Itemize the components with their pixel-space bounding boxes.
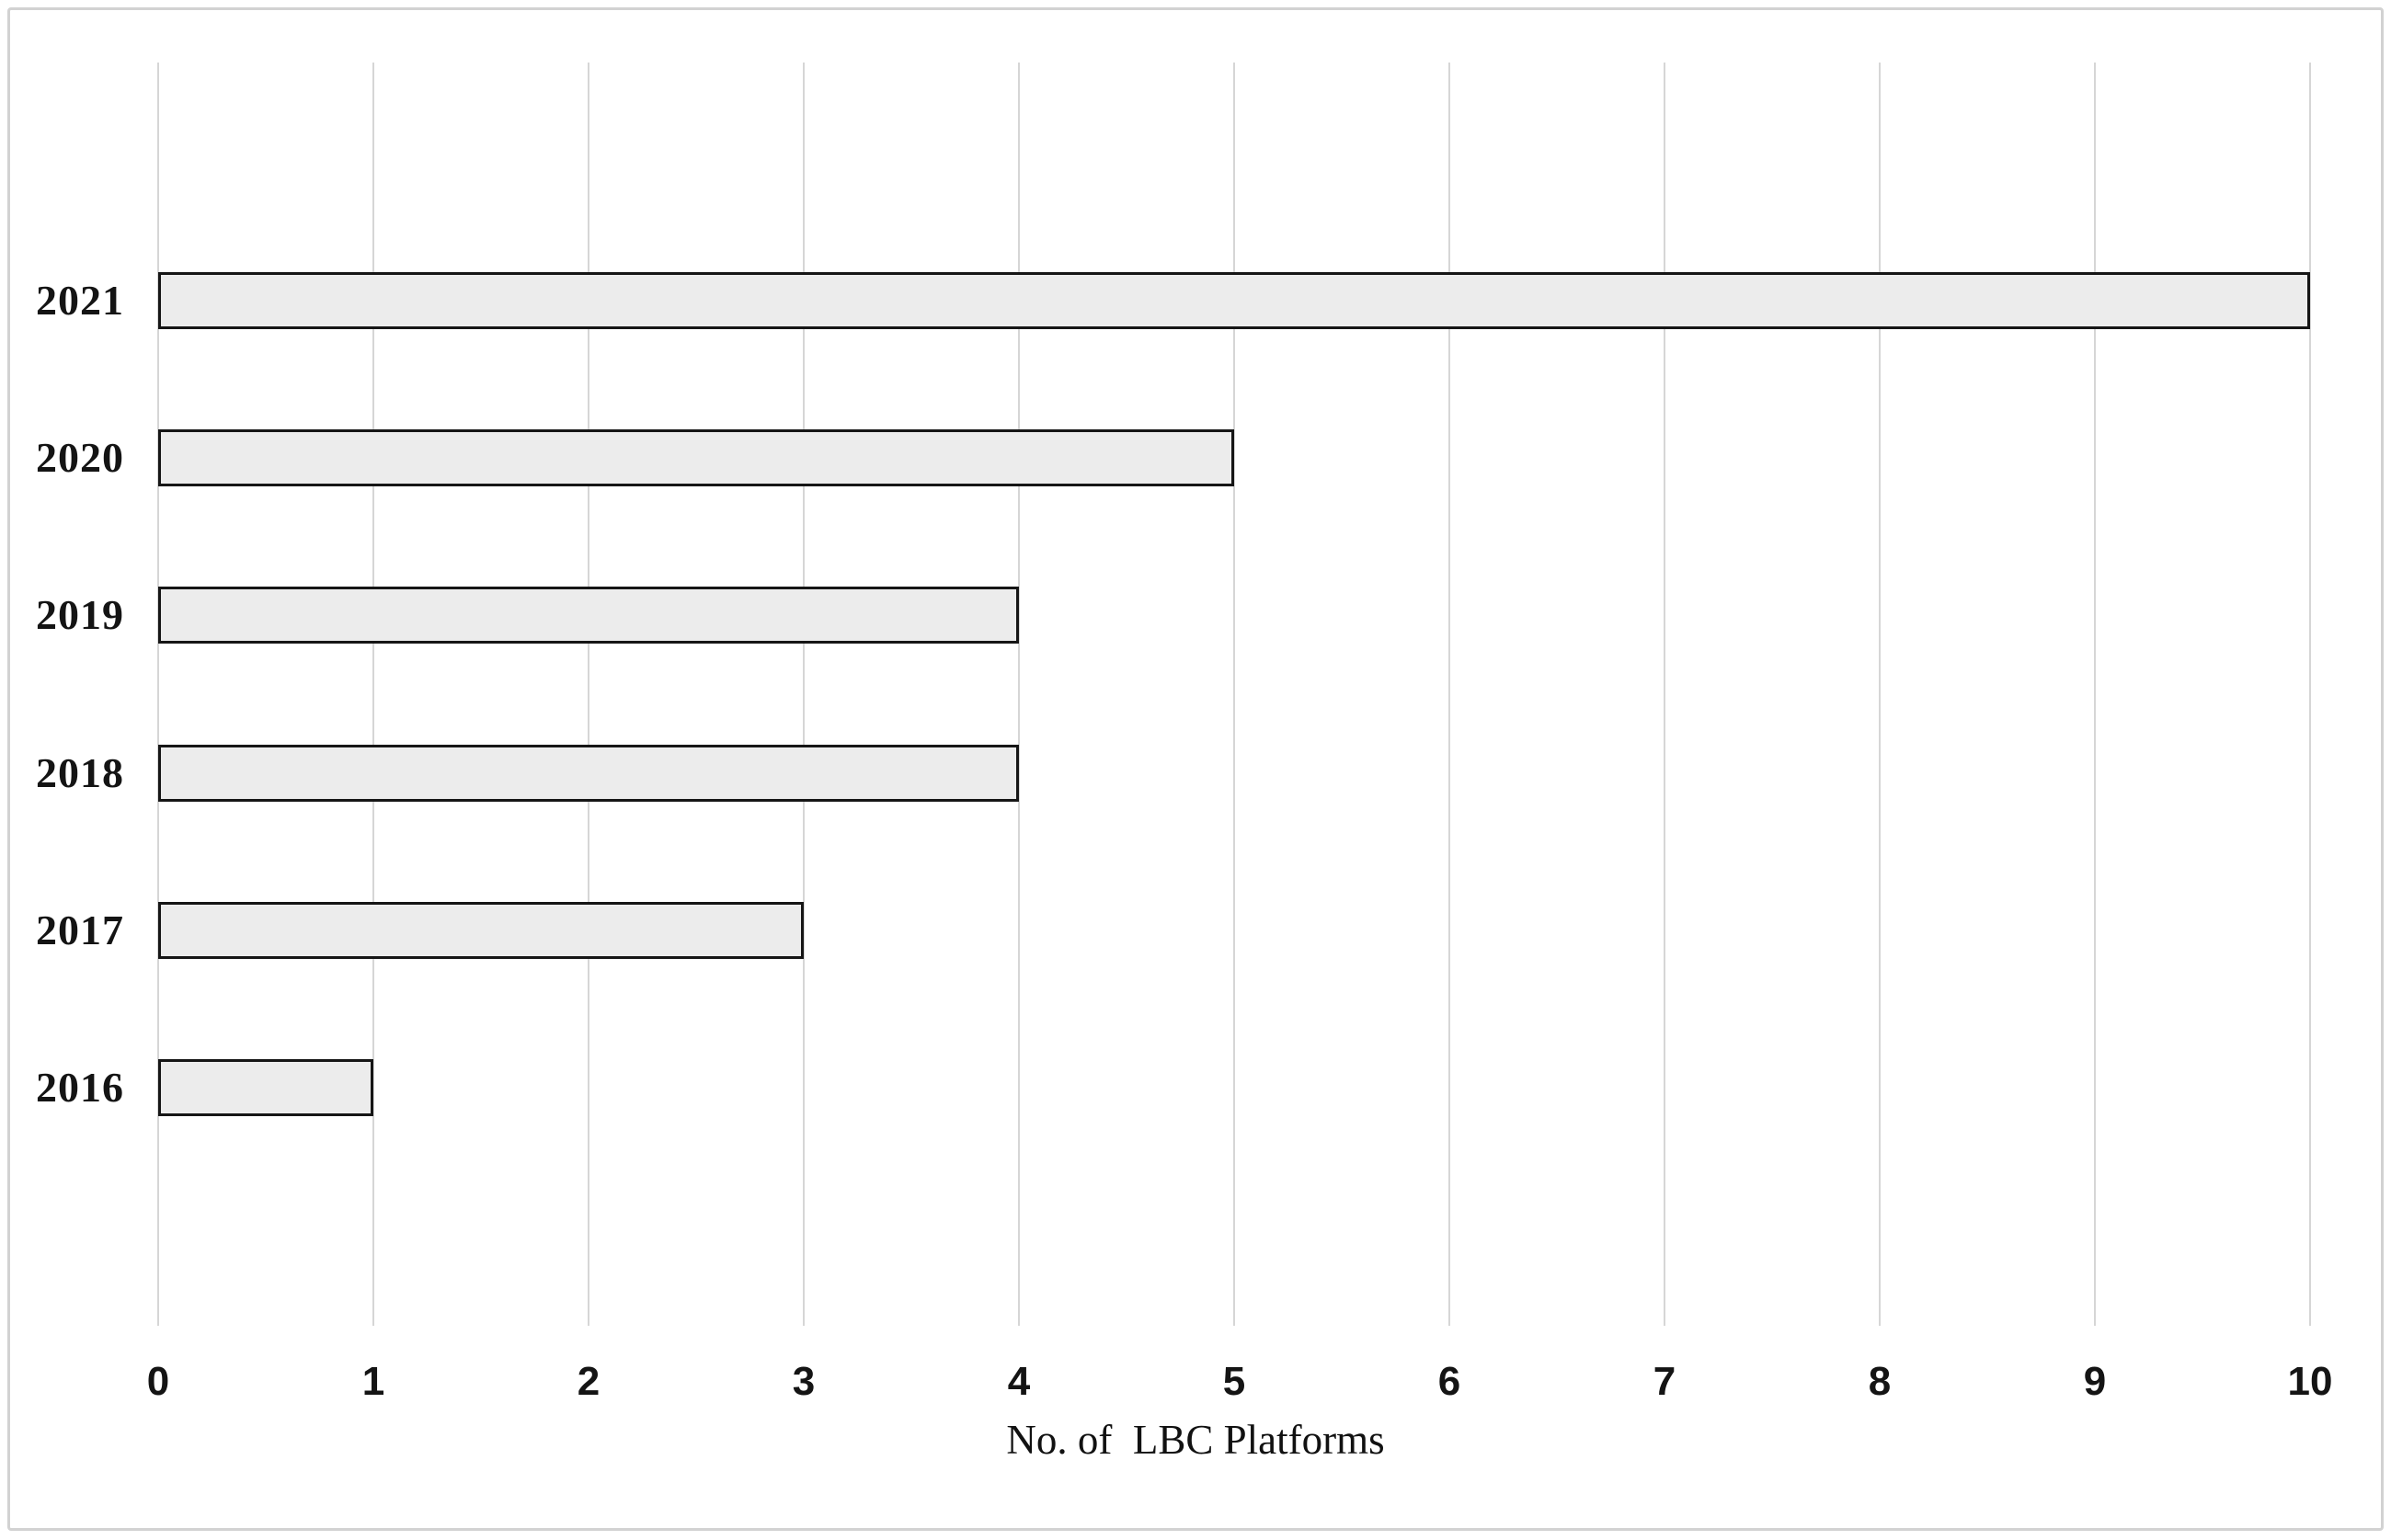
y-axis-label-2016: 2016 — [36, 1064, 124, 1111]
gridline-8 — [1879, 63, 1881, 1326]
y-axis-label-2017: 2017 — [36, 907, 124, 953]
x-tick-label-2: 2 — [577, 1359, 601, 1404]
gridline-9 — [2094, 63, 2096, 1326]
bar-2020 — [158, 429, 1234, 486]
x-tick-label-10: 10 — [2287, 1359, 2333, 1404]
y-axis-label-2021: 2021 — [36, 277, 124, 324]
y-axis-label-2020: 2020 — [36, 434, 124, 481]
x-tick-label-4: 4 — [1007, 1359, 1031, 1404]
gridline-0 — [157, 63, 159, 1326]
gridline-2 — [588, 63, 589, 1326]
x-tick-label-6: 6 — [1437, 1359, 1461, 1404]
gridline-3 — [803, 63, 805, 1326]
y-axis-label-2018: 2018 — [36, 749, 124, 796]
bar-2019 — [158, 587, 1019, 644]
x-tick-label-7: 7 — [1653, 1359, 1676, 1404]
x-tick-label-0: 0 — [146, 1359, 170, 1404]
x-tick-label-5: 5 — [1222, 1359, 1246, 1404]
x-axis-title: No. of LBC Platforms — [1006, 1417, 1385, 1463]
x-tick-label-9: 9 — [2083, 1359, 2107, 1404]
x-tick-label-8: 8 — [1868, 1359, 1892, 1404]
gridline-6 — [1448, 63, 1450, 1326]
gridline-7 — [1664, 63, 1665, 1326]
bar-2017 — [158, 902, 804, 959]
x-tick-label-1: 1 — [361, 1359, 385, 1404]
gridline-5 — [1233, 63, 1235, 1326]
bar-2016 — [158, 1059, 373, 1116]
bar-2021 — [158, 272, 2310, 329]
gridline-1 — [372, 63, 374, 1326]
gridline-4 — [1018, 63, 1020, 1326]
y-axis-label-2019: 2019 — [36, 591, 124, 638]
bar-2018 — [158, 745, 1019, 802]
x-tick-label-3: 3 — [792, 1359, 816, 1404]
gridline-10 — [2309, 63, 2311, 1326]
